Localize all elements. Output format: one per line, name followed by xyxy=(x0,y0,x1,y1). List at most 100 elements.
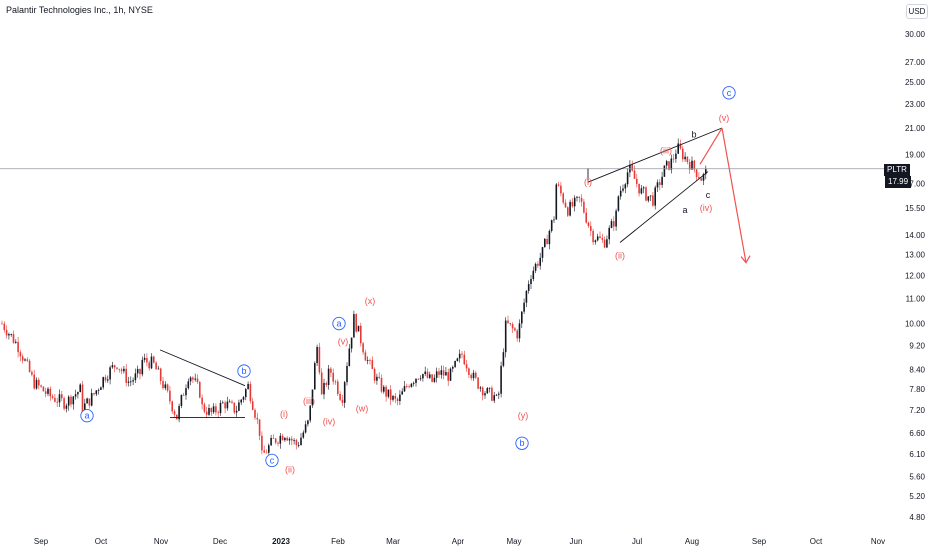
candle xyxy=(362,343,364,353)
candle xyxy=(364,352,367,361)
candle xyxy=(373,368,376,381)
candle xyxy=(417,378,420,380)
candle xyxy=(659,182,661,185)
candle xyxy=(325,382,328,385)
candle xyxy=(63,398,65,409)
candle xyxy=(240,399,242,403)
candle xyxy=(475,372,477,378)
y-tick-label: 13.00 xyxy=(905,250,926,259)
candle xyxy=(318,347,321,373)
y-tick-label: 14.00 xyxy=(905,231,926,240)
candle xyxy=(590,226,592,231)
candle xyxy=(189,377,192,382)
candle xyxy=(77,392,79,395)
candle xyxy=(532,270,535,280)
candle xyxy=(461,353,463,355)
candle xyxy=(403,386,406,392)
candle xyxy=(617,196,620,211)
candle xyxy=(488,387,491,389)
candle xyxy=(125,368,127,383)
candle xyxy=(686,156,689,163)
y-tick-label: 11.00 xyxy=(906,294,926,303)
candle xyxy=(196,378,199,382)
candle xyxy=(498,393,500,395)
wave-label: a xyxy=(682,205,687,215)
candle xyxy=(353,314,355,338)
candle xyxy=(539,257,541,266)
candle xyxy=(406,386,408,387)
candle xyxy=(514,328,516,331)
candle xyxy=(573,197,576,207)
candle xyxy=(567,207,569,216)
candle xyxy=(396,398,399,402)
candle xyxy=(185,388,187,396)
currency-button[interactable]: USD xyxy=(906,4,928,19)
candle xyxy=(295,440,298,446)
x-tick-label: May xyxy=(506,537,521,546)
candle xyxy=(546,238,548,245)
candle xyxy=(663,165,666,177)
candle xyxy=(153,356,155,363)
candle xyxy=(624,184,627,189)
candle xyxy=(270,437,272,446)
wave-label: (y) xyxy=(518,411,529,421)
candle xyxy=(562,193,564,203)
candle xyxy=(608,227,610,240)
candle xyxy=(422,374,424,379)
candle xyxy=(24,359,26,361)
projection-up-line xyxy=(699,127,723,165)
candle xyxy=(309,405,311,421)
candle xyxy=(320,372,323,395)
candle xyxy=(258,419,261,436)
x-tick-label: Sep xyxy=(752,537,767,546)
candle xyxy=(419,378,422,380)
candle xyxy=(81,384,84,413)
candle xyxy=(560,185,562,194)
candle xyxy=(288,438,291,441)
wave-label: c xyxy=(270,455,275,465)
candle xyxy=(118,368,121,370)
candle xyxy=(164,384,167,389)
y-tick-label: 4.80 xyxy=(909,513,925,522)
candle xyxy=(123,368,125,372)
symbol-label: PLTR xyxy=(884,164,910,176)
candle xyxy=(491,387,493,401)
wave-label-circle xyxy=(237,364,251,378)
candle xyxy=(394,395,397,399)
time-axis[interactable]: Sep Oct Nov Dec 2023 Feb Mar Apr May Jun Jul Aug Sep… xyxy=(34,537,885,546)
candle xyxy=(438,371,440,375)
candle xyxy=(330,368,332,373)
y-tick-label: 7.80 xyxy=(909,385,925,394)
wave-label: b xyxy=(519,438,524,448)
candle xyxy=(222,402,224,404)
price-axis[interactable]: 30.00 27.00 25.00 23.00 21.00 19.00 17.00 15.50… xyxy=(905,30,926,522)
candle xyxy=(210,408,213,413)
wave-label-circle xyxy=(515,436,529,450)
candle xyxy=(665,161,668,166)
candle xyxy=(385,386,387,397)
candle xyxy=(408,386,410,388)
candle xyxy=(426,371,429,378)
candle xyxy=(341,399,344,403)
candle xyxy=(564,202,567,208)
candle xyxy=(569,201,571,216)
candle xyxy=(150,356,153,369)
candle xyxy=(311,389,314,406)
candle xyxy=(613,221,615,227)
candle xyxy=(463,354,466,365)
candle xyxy=(169,390,171,402)
y-tick-label: 12.00 xyxy=(905,272,926,281)
wave-label: (v) xyxy=(338,336,349,346)
candle xyxy=(507,320,509,323)
candle xyxy=(228,401,231,403)
candle xyxy=(10,334,12,335)
candle xyxy=(107,379,109,381)
candle xyxy=(495,394,498,396)
x-tick-label: Oct xyxy=(810,537,823,546)
wedge-bottom-line xyxy=(619,171,709,243)
candle xyxy=(636,178,638,184)
candle xyxy=(541,247,544,258)
candle xyxy=(224,402,226,409)
candle xyxy=(642,187,645,189)
